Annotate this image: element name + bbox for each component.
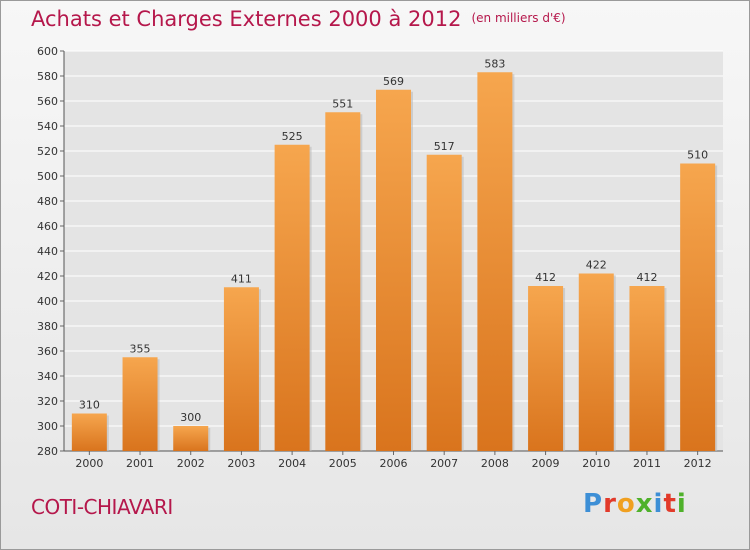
bar-value-label: 517 (434, 140, 455, 153)
bar-value-label: 411 (231, 272, 252, 285)
bar-value-label: 551 (332, 97, 353, 110)
bar-value-label: 412 (535, 271, 556, 284)
x-tick-label: 2002 (177, 457, 205, 470)
y-tick-label: 520 (37, 145, 58, 158)
bar-value-label: 525 (282, 130, 303, 143)
y-tick-label: 360 (37, 345, 58, 358)
logo-letter: o (616, 489, 636, 519)
y-tick-label: 600 (37, 45, 58, 58)
bar (223, 287, 259, 451)
bar-value-label: 310 (79, 399, 100, 412)
bar (578, 273, 614, 451)
y-tick-label: 480 (37, 195, 58, 208)
x-tick-label: 2001 (126, 457, 154, 470)
x-tick-label: 2004 (278, 457, 306, 470)
logo-letter: P (583, 489, 604, 519)
bar-value-label: 510 (687, 149, 708, 162)
y-tick-label: 420 (37, 270, 58, 283)
y-tick-label: 560 (37, 95, 58, 108)
logo-letter: i (653, 489, 664, 519)
bar (477, 72, 513, 451)
y-tick-label: 400 (37, 295, 58, 308)
chart-subtitle: (en milliers d'€) (471, 11, 566, 25)
bar-value-label: 412 (636, 271, 657, 284)
x-tick-label: 2008 (481, 457, 509, 470)
bar (71, 413, 107, 451)
bar (122, 357, 158, 451)
logo-letter: t (663, 489, 677, 519)
chart-title-text: Achats et Charges Externes 2000 à 2012 (31, 7, 462, 31)
bar-value-label: 583 (484, 57, 505, 70)
x-tick-label: 2009 (532, 457, 560, 470)
y-tick-label: 460 (37, 220, 58, 233)
y-tick-label: 440 (37, 245, 58, 258)
x-tick-label: 2003 (227, 457, 255, 470)
bar-value-label: 300 (180, 411, 201, 424)
bar-value-label: 569 (383, 75, 404, 88)
y-tick-label: 380 (37, 320, 58, 333)
x-tick-label: 2007 (430, 457, 458, 470)
logo-letter: x (635, 489, 654, 519)
logo-letter: r (603, 489, 617, 519)
y-tick-label: 580 (37, 70, 58, 83)
logo-letter: i (676, 489, 687, 519)
y-tick-label: 340 (37, 370, 58, 383)
bar-value-label: 422 (586, 259, 607, 272)
y-tick-label: 300 (37, 420, 58, 433)
y-tick-label: 280 (37, 445, 58, 458)
x-tick-label: 2011 (633, 457, 661, 470)
x-tick-label: 2006 (380, 457, 408, 470)
bar (274, 144, 310, 451)
y-tick-label: 500 (37, 170, 58, 183)
bar (173, 426, 209, 451)
y-tick-label: 320 (37, 395, 58, 408)
bar (325, 112, 361, 451)
bar (528, 286, 564, 451)
bar (629, 286, 665, 451)
x-tick-label: 2012 (684, 457, 712, 470)
x-tick-label: 2000 (75, 457, 103, 470)
x-tick-label: 2010 (582, 457, 610, 470)
chart-title: Achats et Charges Externes 2000 à 2012 (e… (31, 7, 566, 31)
bar (426, 154, 462, 451)
city-name: COTI-CHIAVARI (31, 495, 173, 519)
x-tick-label: 2005 (329, 457, 357, 470)
proxiti-logo: Proxiti (583, 489, 687, 519)
bar-value-label: 355 (130, 342, 151, 355)
bar (680, 163, 716, 451)
bar (376, 89, 411, 451)
y-tick-label: 540 (37, 120, 58, 133)
